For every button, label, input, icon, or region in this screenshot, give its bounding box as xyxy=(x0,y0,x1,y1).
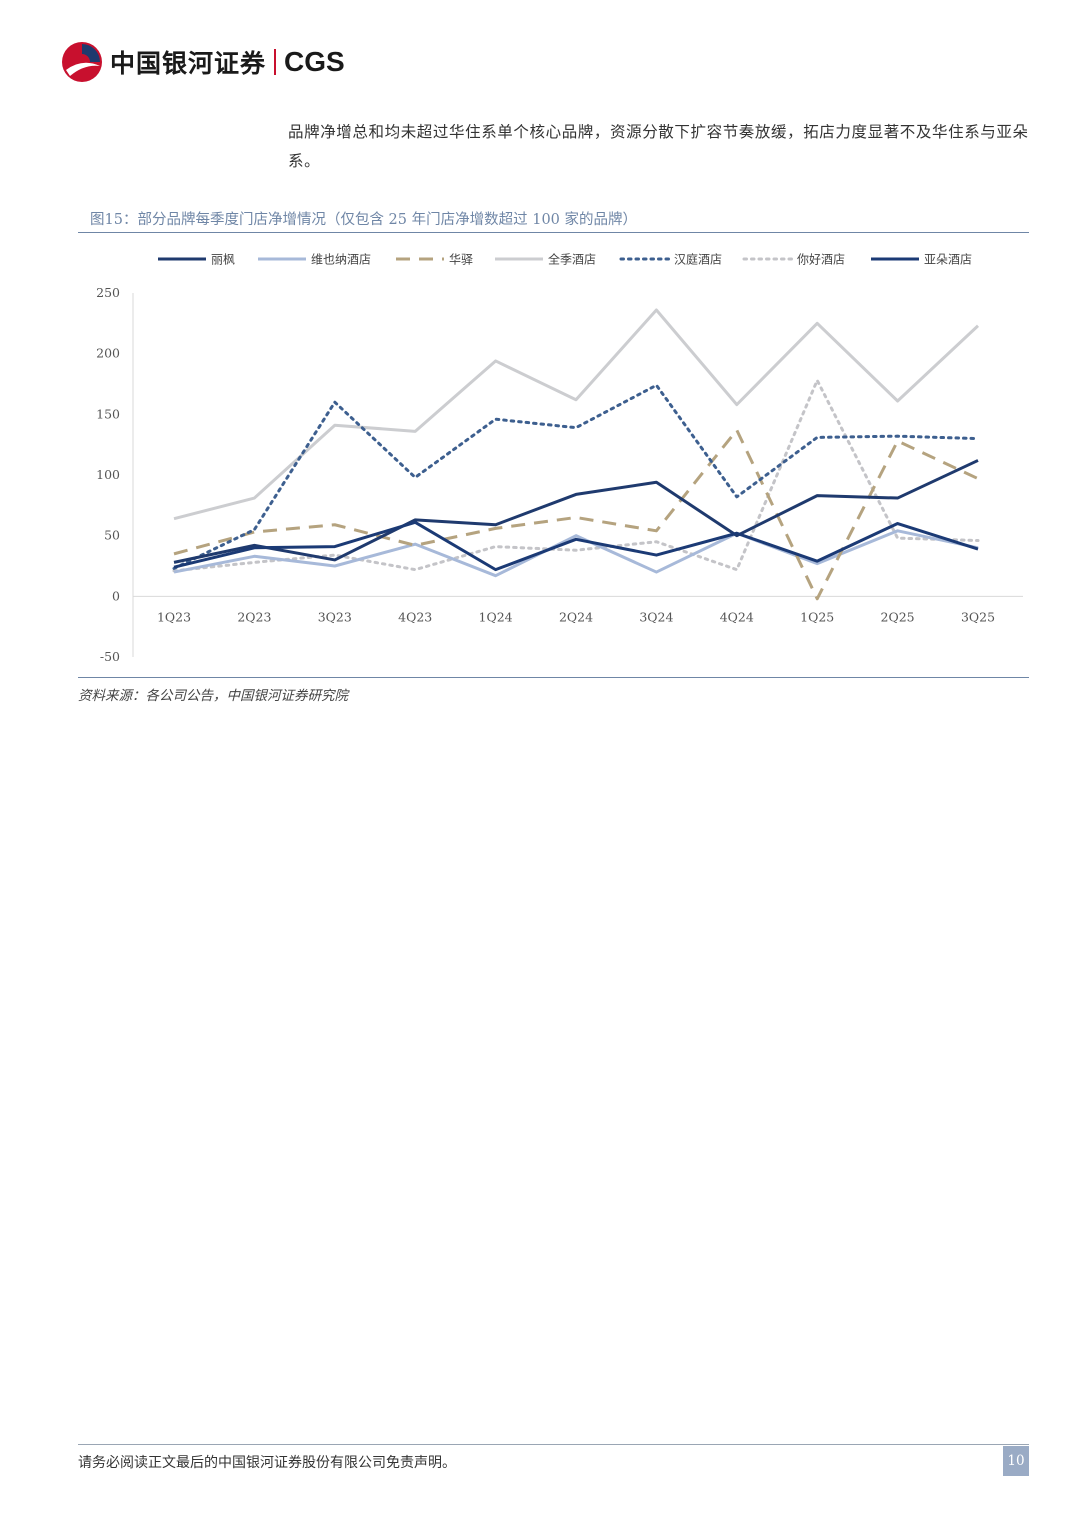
y-tick-label: -50 xyxy=(100,649,120,664)
x-tick-label: 2Q25 xyxy=(881,609,915,624)
x-tick-label: 2Q23 xyxy=(237,609,271,624)
brand-name-cn: 中国银河证券 xyxy=(110,49,267,78)
x-tick-label: 1Q25 xyxy=(800,609,834,624)
body-paragraph: 品牌净增总和均未超过华住系单个核心品牌，资源分散下扩容节奏放缓，拓店力度显著不及… xyxy=(288,123,1029,170)
figure-bottom-rule xyxy=(78,677,1029,678)
brand-name-en: CGS xyxy=(284,46,345,77)
figure-title: 图15：部分品牌每季度门店净增情况（仅包含 25 年门店净增数超过 100 家的… xyxy=(90,212,638,228)
cgs-logo-icon xyxy=(62,42,102,82)
y-tick-label: 200 xyxy=(96,346,120,361)
footer-disclaimer: 请务必阅读正文最后的中国银河证券股份有限公司免责声明。 xyxy=(78,1455,456,1471)
y-tick-label: 0 xyxy=(112,588,120,603)
legend-label-4: 汉庭酒店 xyxy=(674,252,722,267)
y-tick-label: 50 xyxy=(104,528,120,543)
series-line-3 xyxy=(173,308,980,521)
legend-label-3: 全季酒店 xyxy=(548,252,596,267)
x-tick-label: 3Q24 xyxy=(639,609,673,624)
series-line-5 xyxy=(172,378,980,573)
figure-source: 资料来源：各公司公告，中国银河证券研究院 xyxy=(78,688,348,704)
legend-label-5: 你好酒店 xyxy=(797,253,845,267)
x-tick-label: 4Q23 xyxy=(398,609,432,624)
legend-label-1: 维也纳酒店 xyxy=(311,253,371,267)
legend-label-6: 亚朵酒店 xyxy=(924,253,972,267)
y-tick-label: 250 xyxy=(96,285,120,300)
x-tick-label: 1Q23 xyxy=(157,609,191,624)
legend-label-2: 华驿 xyxy=(449,253,473,267)
x-tick-label: 2Q24 xyxy=(559,609,593,624)
x-tick-label: 3Q23 xyxy=(318,609,352,624)
x-tick-label: 1Q24 xyxy=(479,609,513,624)
footer-rule xyxy=(78,1444,1029,1445)
y-tick-label: 150 xyxy=(96,406,120,421)
series-line-2 xyxy=(173,428,979,601)
page-number: 10 xyxy=(1003,1446,1029,1476)
x-tick-label: 3Q25 xyxy=(961,609,995,624)
series-line-1 xyxy=(173,529,979,578)
header: 中国银河证券 CGS xyxy=(60,38,345,86)
figure-top-rule xyxy=(78,232,1029,233)
line-chart: 250 200 150 100 50 0 -50 1Q23 2Q23 3Q23 4Q23 1Q24 2Q… xyxy=(96,252,1023,664)
series-line-4 xyxy=(172,383,980,570)
legend-label-0: 丽枫 xyxy=(211,252,235,267)
series-line-0 xyxy=(173,459,979,564)
series-line-6 xyxy=(173,520,979,572)
y-tick-label: 100 xyxy=(96,467,120,482)
brand-separator xyxy=(274,49,277,75)
x-tick-label: 4Q24 xyxy=(720,609,754,624)
